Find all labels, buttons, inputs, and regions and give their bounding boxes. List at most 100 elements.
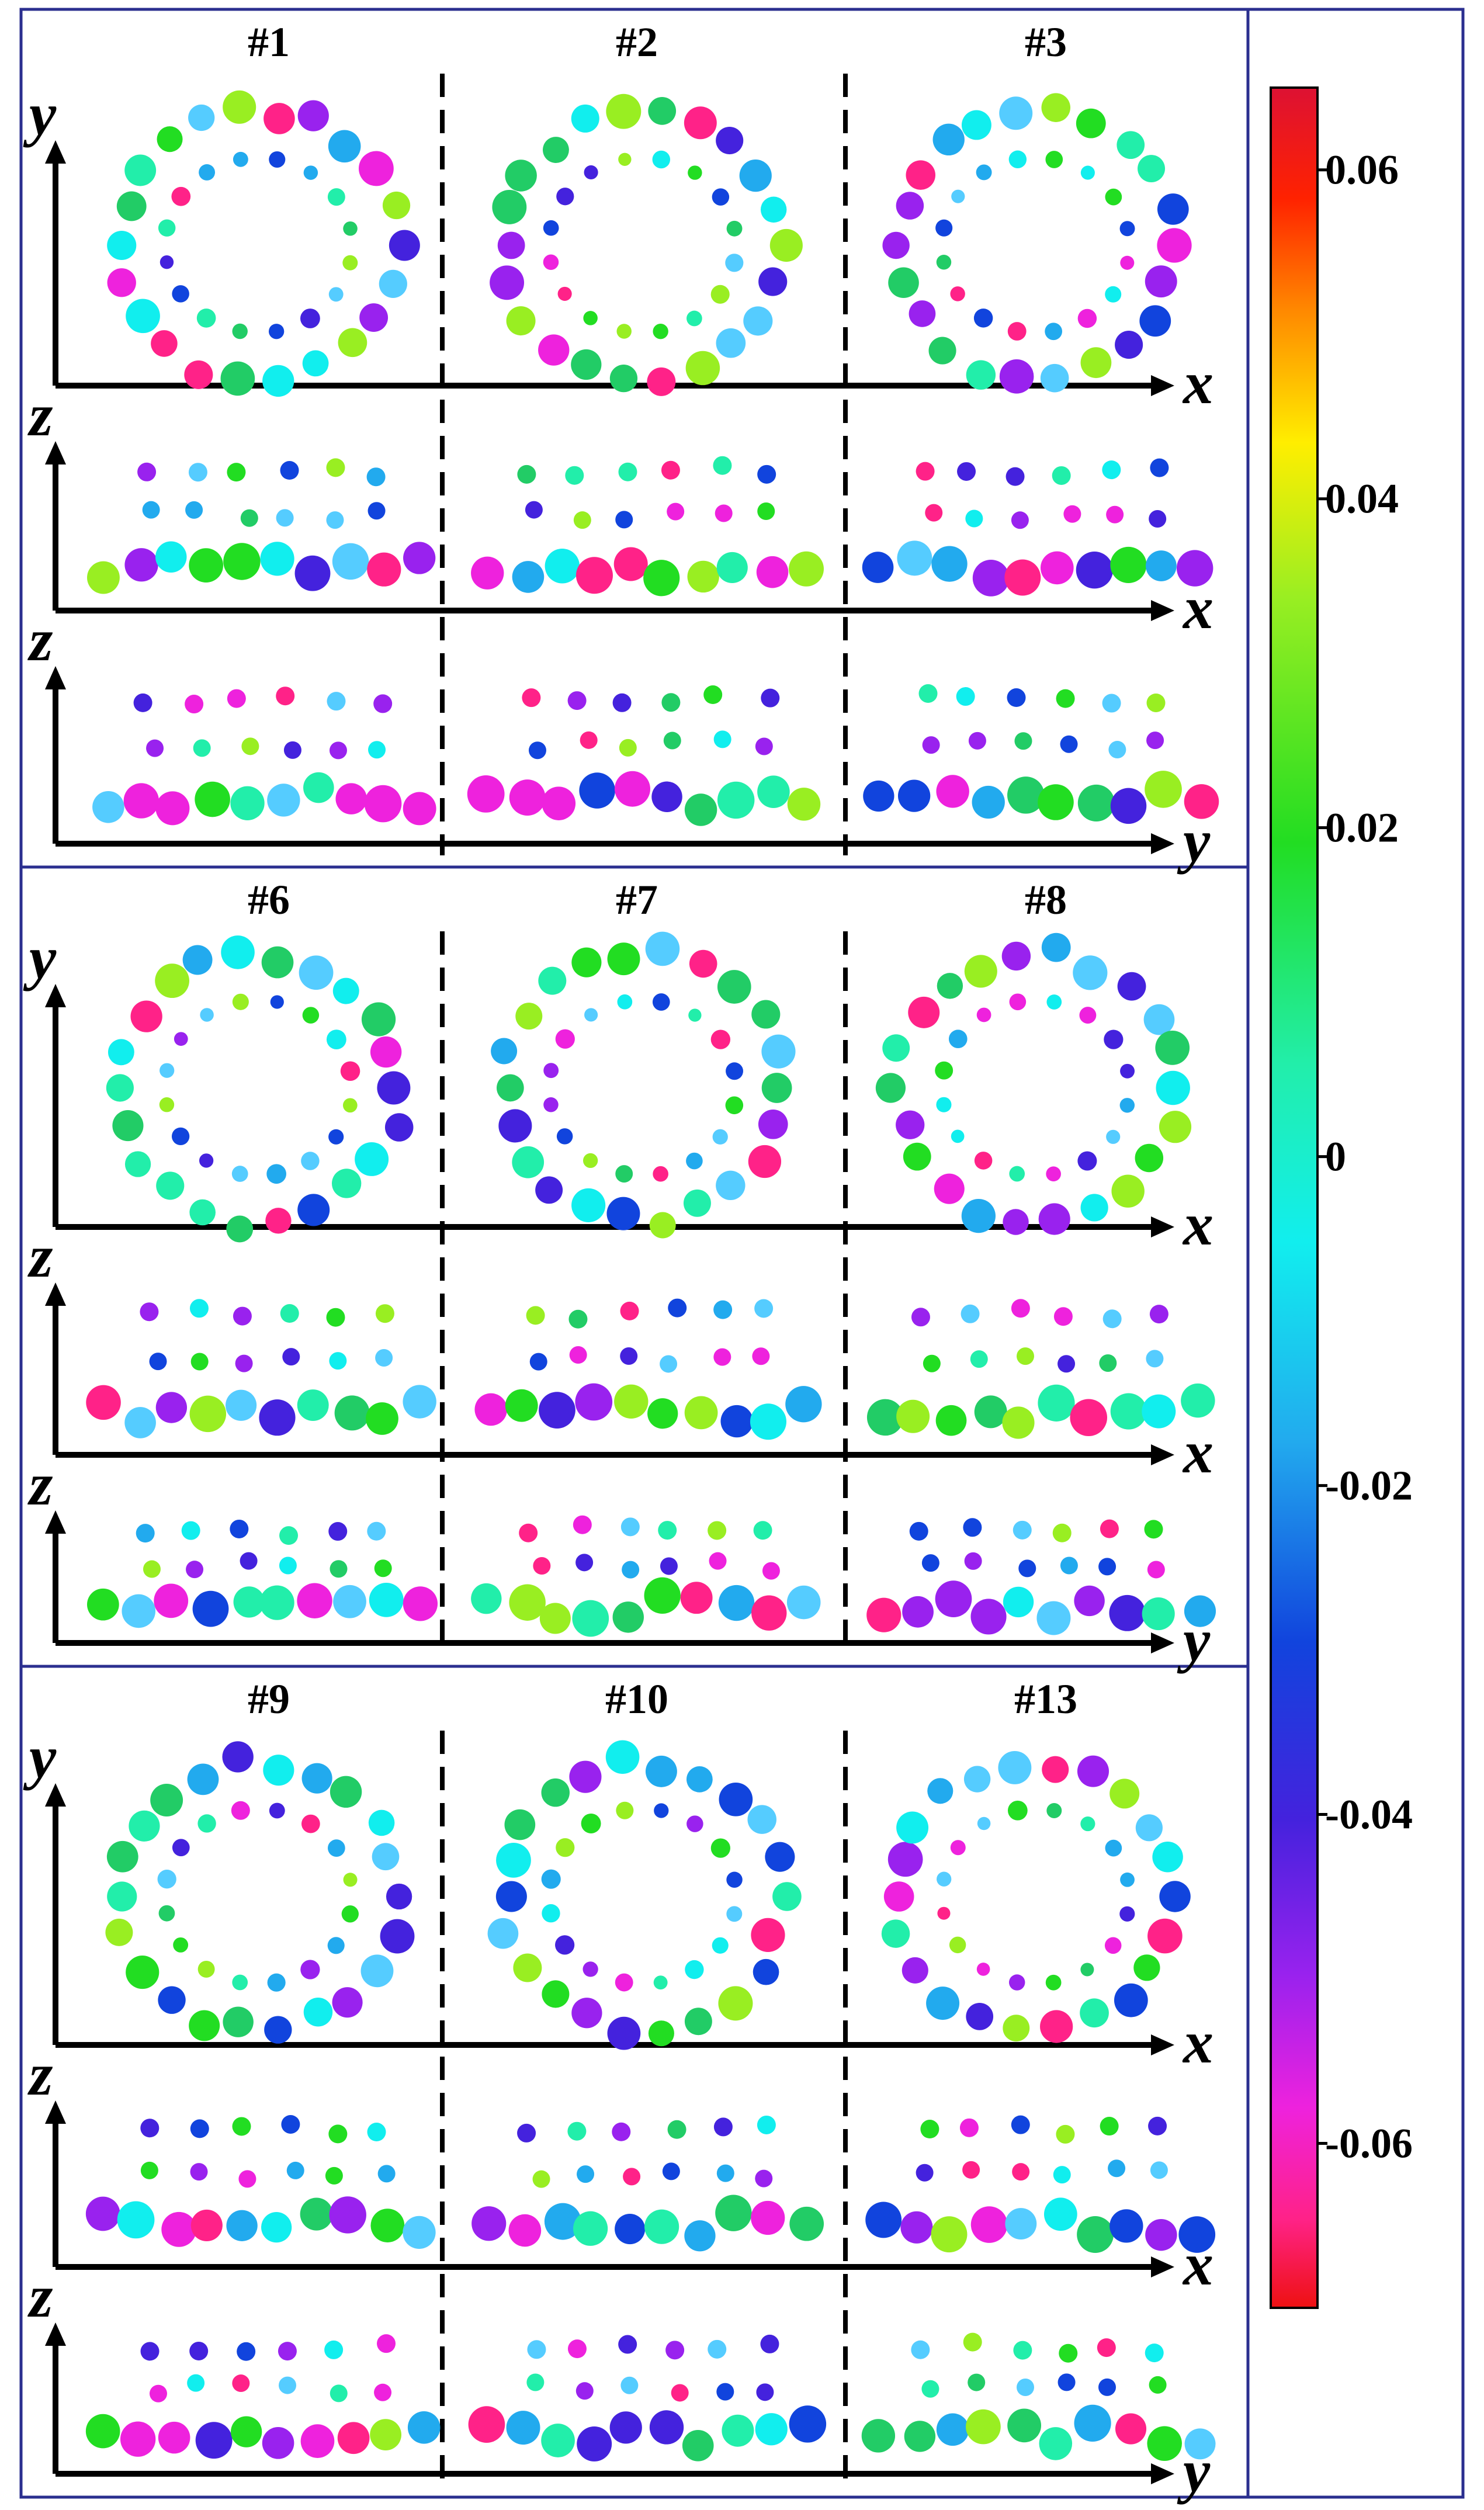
atom-marker	[517, 464, 536, 484]
atom-marker	[716, 552, 748, 584]
atom-marker	[757, 2115, 776, 2134]
atom-marker	[368, 1809, 395, 1836]
atom-marker	[1013, 1520, 1032, 1540]
atom-marker	[329, 2196, 366, 2234]
atom-marker	[717, 970, 751, 1004]
atom-marker	[755, 2169, 773, 2187]
atom-marker	[623, 2168, 641, 2186]
atom-marker	[1145, 2218, 1177, 2251]
atom-marker	[199, 1153, 214, 1168]
colorbar: 0.06 0.04 0.02 0 -0.02 -0.04 -0.06	[1270, 86, 1413, 2309]
atom-marker	[528, 741, 546, 760]
atom-marker	[240, 1552, 258, 1570]
atom-marker	[261, 946, 294, 979]
atom-marker	[338, 328, 367, 358]
atom-marker	[403, 792, 436, 826]
panel-scatter	[471, 2115, 824, 2252]
atom-marker	[158, 1905, 175, 1922]
atom-marker	[555, 1029, 575, 1049]
atom-marker	[227, 689, 246, 708]
atom-marker	[280, 1304, 299, 1323]
panel-scatter	[882, 93, 1192, 394]
panel-title: #2	[616, 19, 658, 65]
atom-marker	[189, 548, 224, 583]
atom-marker	[286, 2161, 304, 2179]
horizontal-axis-label: x	[1182, 1191, 1213, 1258]
atom-marker	[1004, 559, 1041, 596]
atom-marker	[230, 786, 265, 820]
atom-marker	[343, 221, 358, 236]
atom-marker	[227, 463, 246, 482]
atom-marker	[758, 267, 788, 296]
atom-marker	[370, 1036, 402, 1068]
atom-marker	[789, 2206, 824, 2241]
atom-marker	[106, 1840, 138, 1873]
atom-marker	[976, 164, 992, 181]
atom-marker	[1080, 1998, 1109, 2028]
atom-marker	[140, 2161, 158, 2179]
atom-marker	[174, 1032, 188, 1046]
atom-marker	[963, 2332, 982, 2352]
atom-marker	[606, 1197, 640, 1230]
atom-marker	[358, 151, 394, 186]
colorbar-tick-label: -0.04	[1325, 1791, 1413, 1838]
atom-marker	[107, 230, 137, 261]
atom-marker	[334, 1395, 370, 1431]
atom-marker	[1018, 1559, 1036, 1578]
atom-marker	[1008, 150, 1027, 168]
atom-marker	[648, 2020, 674, 2047]
colorbar-tick-label: 0	[1325, 1133, 1346, 1180]
atom-marker	[1080, 165, 1095, 180]
atom-marker	[751, 2200, 785, 2235]
atom-marker	[962, 2161, 980, 2179]
colorbar-tick-label: 0.04	[1325, 476, 1399, 522]
atom-marker	[607, 2016, 641, 2050]
atom-marker	[935, 1405, 967, 1436]
atom-marker	[928, 337, 956, 365]
atom-marker	[896, 1110, 925, 1139]
atom-marker	[332, 543, 369, 580]
atom-marker	[685, 351, 720, 386]
atom-marker	[1111, 1174, 1145, 1208]
atom-marker	[512, 1146, 545, 1178]
atom-marker	[1046, 1166, 1061, 1182]
atom-marker	[377, 1071, 411, 1105]
atom-marker	[726, 1062, 744, 1080]
atom-marker	[747, 1805, 776, 1834]
atom-marker	[367, 2123, 386, 2142]
atom-marker	[567, 2121, 587, 2141]
atom-marker	[716, 2164, 734, 2182]
vertical-arrowhead	[45, 1282, 66, 1306]
atom-marker	[1104, 1937, 1122, 1954]
atom-marker	[281, 2114, 300, 2134]
atom-marker	[240, 509, 258, 527]
atom-marker	[158, 2421, 190, 2454]
atom-marker	[713, 730, 731, 748]
atom-marker	[1080, 1963, 1094, 1977]
atom-marker	[325, 2166, 343, 2185]
atom-marker	[904, 2421, 936, 2452]
atom-marker	[976, 1963, 990, 1976]
panel-title: #6	[248, 876, 290, 923]
atom-marker	[374, 1559, 392, 1578]
atom-marker	[297, 100, 329, 131]
horizontal-arrowhead	[1151, 1216, 1174, 1237]
atom-marker	[235, 1354, 253, 1372]
atom-marker	[1156, 1070, 1190, 1105]
atom-marker	[571, 947, 602, 977]
atom-marker	[361, 1002, 396, 1036]
atom-marker	[190, 2119, 209, 2138]
atom-marker	[973, 308, 993, 328]
atom-marker	[1003, 2015, 1030, 2042]
atom-marker	[527, 2340, 546, 2359]
atom-marker	[1117, 131, 1145, 160]
atom-marker	[129, 1810, 160, 1842]
atom-marker	[719, 1782, 753, 1816]
section-frame-2	[19, 865, 1250, 1668]
atom-marker	[1109, 1594, 1146, 1631]
atom-marker	[377, 2334, 396, 2353]
atom-marker	[366, 467, 386, 487]
atom-marker	[337, 2422, 370, 2454]
atom-marker	[974, 1152, 993, 1170]
